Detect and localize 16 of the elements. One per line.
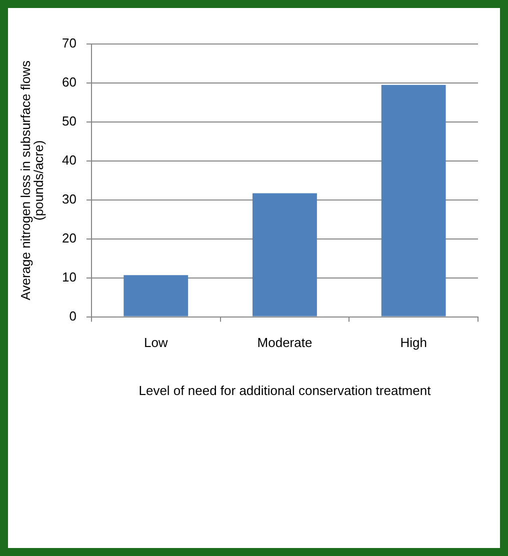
bar — [252, 193, 317, 316]
y-tick-label: 50 — [62, 114, 76, 129]
x-tick-label: Moderate — [257, 335, 312, 350]
y-tick-label: 0 — [69, 308, 76, 324]
x-tick-label: High — [400, 335, 427, 350]
y-axis-title: Average nitrogen loss in subsurface flows (pounds/acre) — [18, 60, 46, 300]
bar — [381, 84, 446, 316]
y-tick-label: 30 — [62, 191, 76, 206]
y-tick-label: 20 — [62, 230, 76, 246]
y-tick-label: 70 — [62, 36, 76, 51]
x-tick-label: Low — [144, 335, 168, 350]
y-tick-label: 60 — [62, 74, 76, 90]
y-tick-label: 10 — [62, 269, 76, 284]
y-tick-label: 40 — [62, 152, 76, 168]
bar — [124, 275, 188, 316]
x-axis-title: Level of need for additional conservation treatment — [138, 382, 432, 398]
